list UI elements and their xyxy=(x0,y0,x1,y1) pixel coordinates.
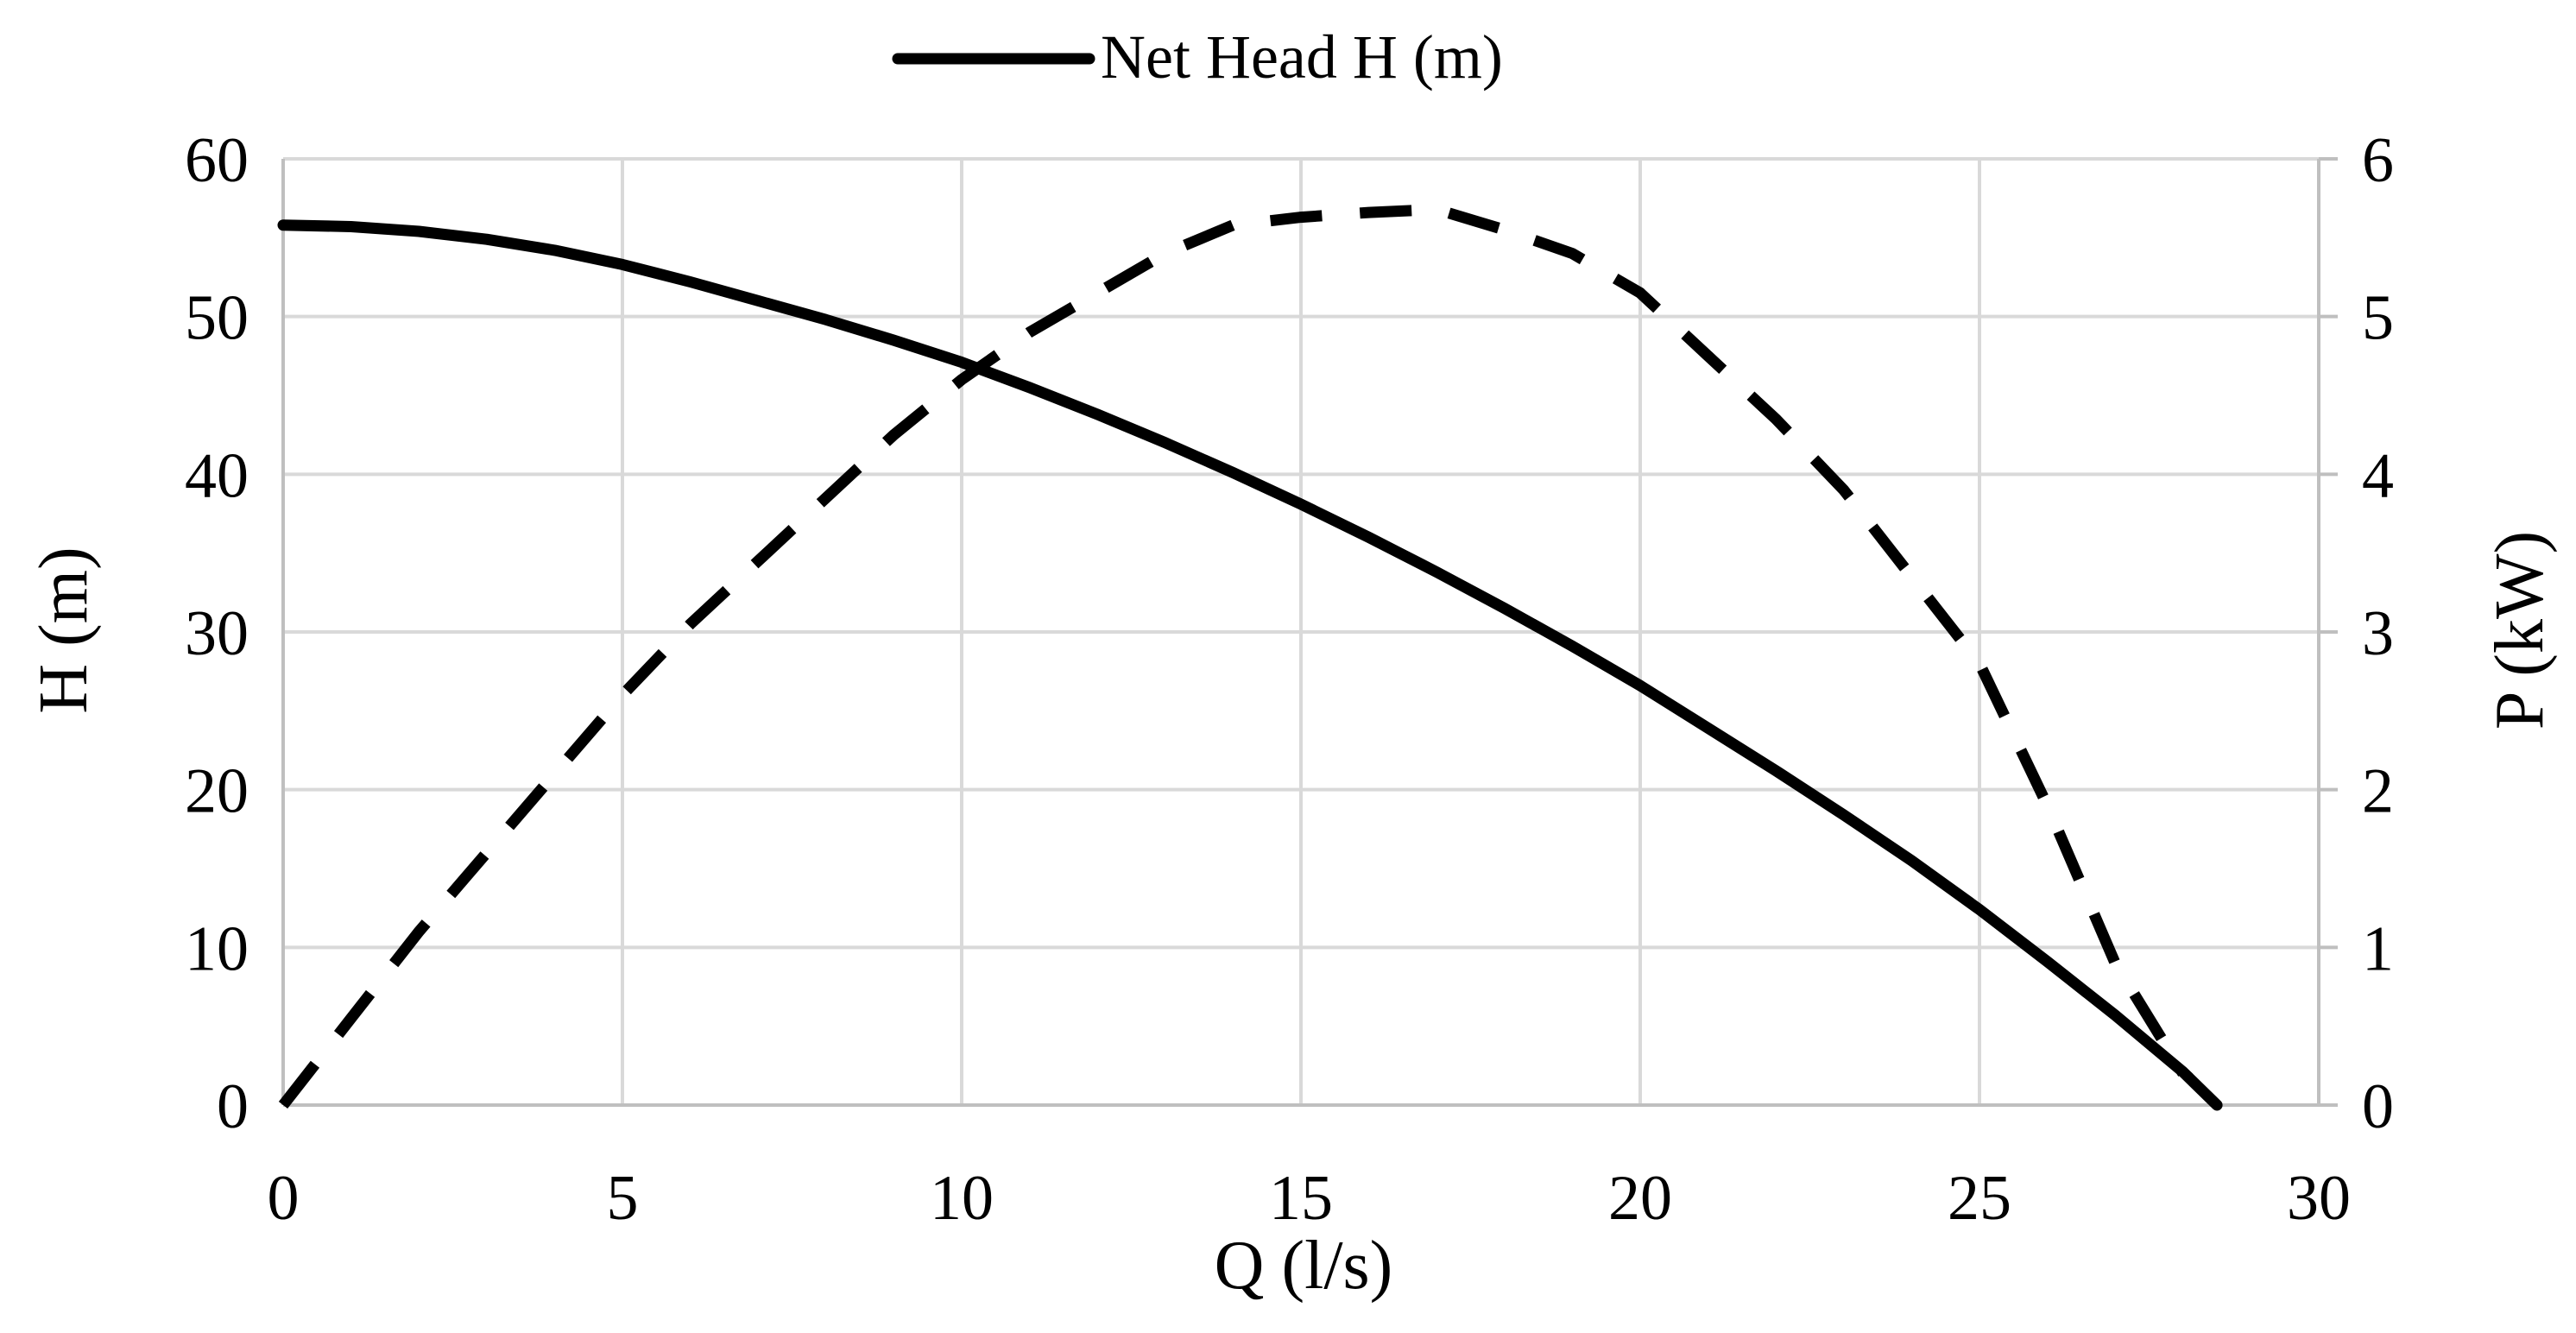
grid-lines xyxy=(283,157,2320,1105)
x-tick-label: 10 xyxy=(930,1163,994,1234)
power-series-line xyxy=(278,204,2188,1109)
y2-tick-label: 5 xyxy=(2362,283,2394,354)
legend: Net Head H (m) xyxy=(892,22,1503,92)
y2-tick-label: 6 xyxy=(2362,125,2394,196)
x-tick-label: 30 xyxy=(2287,1163,2351,1234)
y2-tick-label: 0 xyxy=(2362,1071,2394,1142)
axes xyxy=(281,157,2338,1107)
x-tick-label: 25 xyxy=(1948,1163,2011,1234)
x-tick-label: 15 xyxy=(1269,1163,1333,1234)
y2-tick-label: 1 xyxy=(2362,913,2394,984)
net-head-series-line xyxy=(277,219,2223,1111)
y-tick-label: 10 xyxy=(185,913,249,984)
series-lines xyxy=(277,204,2223,1111)
y2-axis-title: P (kW) xyxy=(2482,531,2558,730)
y2-tick-label: 3 xyxy=(2362,598,2394,669)
y-tick-label: 30 xyxy=(185,598,249,669)
y-tick-label: 60 xyxy=(185,125,249,196)
y2-tick-label: 4 xyxy=(2362,440,2394,511)
y-tick-label: 0 xyxy=(217,1071,249,1142)
x-tick-label: 20 xyxy=(1608,1163,1672,1234)
x-tick-label: 5 xyxy=(607,1163,639,1234)
y-tick-label: 50 xyxy=(185,283,249,354)
y-tick-label: 20 xyxy=(185,756,249,827)
y2-tick-label: 2 xyxy=(2362,756,2394,827)
y-tick-label: 40 xyxy=(185,440,249,511)
x-axis-title: Q (l/s) xyxy=(1215,1228,1393,1304)
x-tick-label: 0 xyxy=(268,1163,300,1234)
y-axis-title: H (m) xyxy=(26,546,102,713)
legend-label-net-head: Net Head H (m) xyxy=(1101,22,1503,92)
